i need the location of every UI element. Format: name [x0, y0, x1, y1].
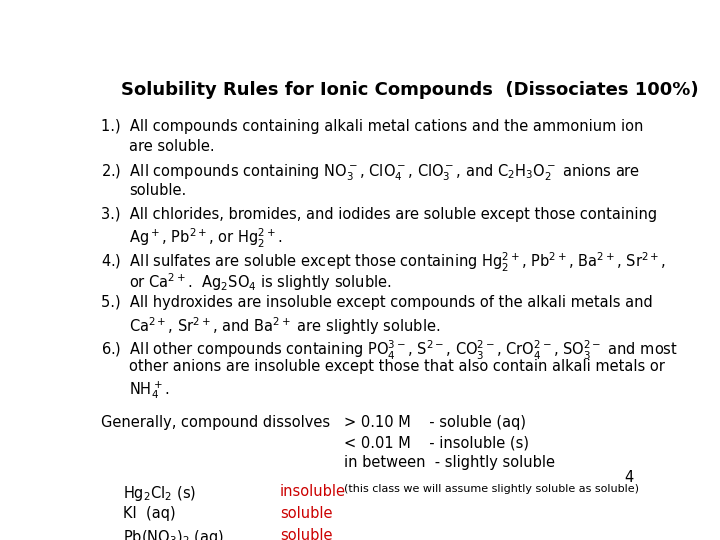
Text: $\mathrm{NH_4^+}$.: $\mathrm{NH_4^+}$. — [129, 379, 169, 401]
Text: soluble: soluble — [280, 506, 332, 521]
Text: 2.)  All compounds containing $\mathrm{NO_3^-}$, $\mathrm{ClO_4^-}$, $\mathrm{Cl: 2.) All compounds containing $\mathrm{NO… — [101, 163, 640, 184]
Text: 3.)  All chlorides, bromides, and iodides are soluble except those containing: 3.) All chlorides, bromides, and iodides… — [101, 207, 657, 222]
Text: 4: 4 — [625, 470, 634, 485]
Text: Solubility Rules for Ionic Compounds  (Dissociates 100%): Solubility Rules for Ionic Compounds (Di… — [121, 80, 698, 99]
Text: (this class we will assume slightly soluble as soluble): (this class we will assume slightly solu… — [344, 484, 639, 494]
Text: or $\mathrm{Ca^{2+}}$.  $\mathrm{Ag_2SO_4}$ is slightly soluble.: or $\mathrm{Ca^{2+}}$. $\mathrm{Ag_2SO_4… — [129, 271, 392, 293]
Text: > 0.10 M    - soluble (aq): > 0.10 M - soluble (aq) — [344, 415, 526, 430]
Text: $\mathrm{Ag^+}$, $\mathrm{Pb^{2+}}$, or $\mathrm{Hg_2^{2+}}$.: $\mathrm{Ag^+}$, $\mathrm{Pb^{2+}}$, or … — [129, 227, 283, 250]
Text: are soluble.: are soluble. — [129, 139, 215, 154]
Text: 6.)  All other compounds containing $\mathrm{PO_4^{3-}}$, $\mathrm{S^{2-}}$, $\m: 6.) All other compounds containing $\mat… — [101, 339, 678, 362]
Text: insoluble: insoluble — [280, 484, 346, 499]
Text: 1.)  All compounds containing alkali metal cations and the ammonium ion: 1.) All compounds containing alkali meta… — [101, 119, 644, 134]
Text: $\mathrm{Ca^{2+}}$, $\mathrm{Sr^{2+}}$, and $\mathrm{Ba^{2+}}$ are slightly solu: $\mathrm{Ca^{2+}}$, $\mathrm{Sr^{2+}}$, … — [129, 315, 441, 337]
Text: $\mathrm{Hg_2Cl_2}$ (s): $\mathrm{Hg_2Cl_2}$ (s) — [124, 484, 197, 503]
Text: Generally, compound dissolves: Generally, compound dissolves — [101, 415, 330, 430]
Text: 5.)  All hydroxides are insoluble except compounds of the alkali metals and: 5.) All hydroxides are insoluble except … — [101, 295, 653, 310]
Text: soluble: soluble — [280, 528, 332, 540]
Text: 4.)  All sulfates are soluble except those containing $\mathrm{Hg_2^{2+}}$, $\ma: 4.) All sulfates are soluble except thos… — [101, 251, 666, 274]
Text: $\mathrm{Pb(NO_3)_2}$ (aq): $\mathrm{Pb(NO_3)_2}$ (aq) — [124, 528, 225, 540]
Text: KI  (aq): KI (aq) — [124, 506, 176, 521]
Text: soluble.: soluble. — [129, 183, 186, 198]
Text: in between  - slightly soluble: in between - slightly soluble — [344, 455, 555, 470]
Text: < 0.01 M    - insoluble (s): < 0.01 M - insoluble (s) — [344, 435, 529, 450]
Text: other anions are insoluble except those that also contain alkali metals or: other anions are insoluble except those … — [129, 359, 665, 374]
